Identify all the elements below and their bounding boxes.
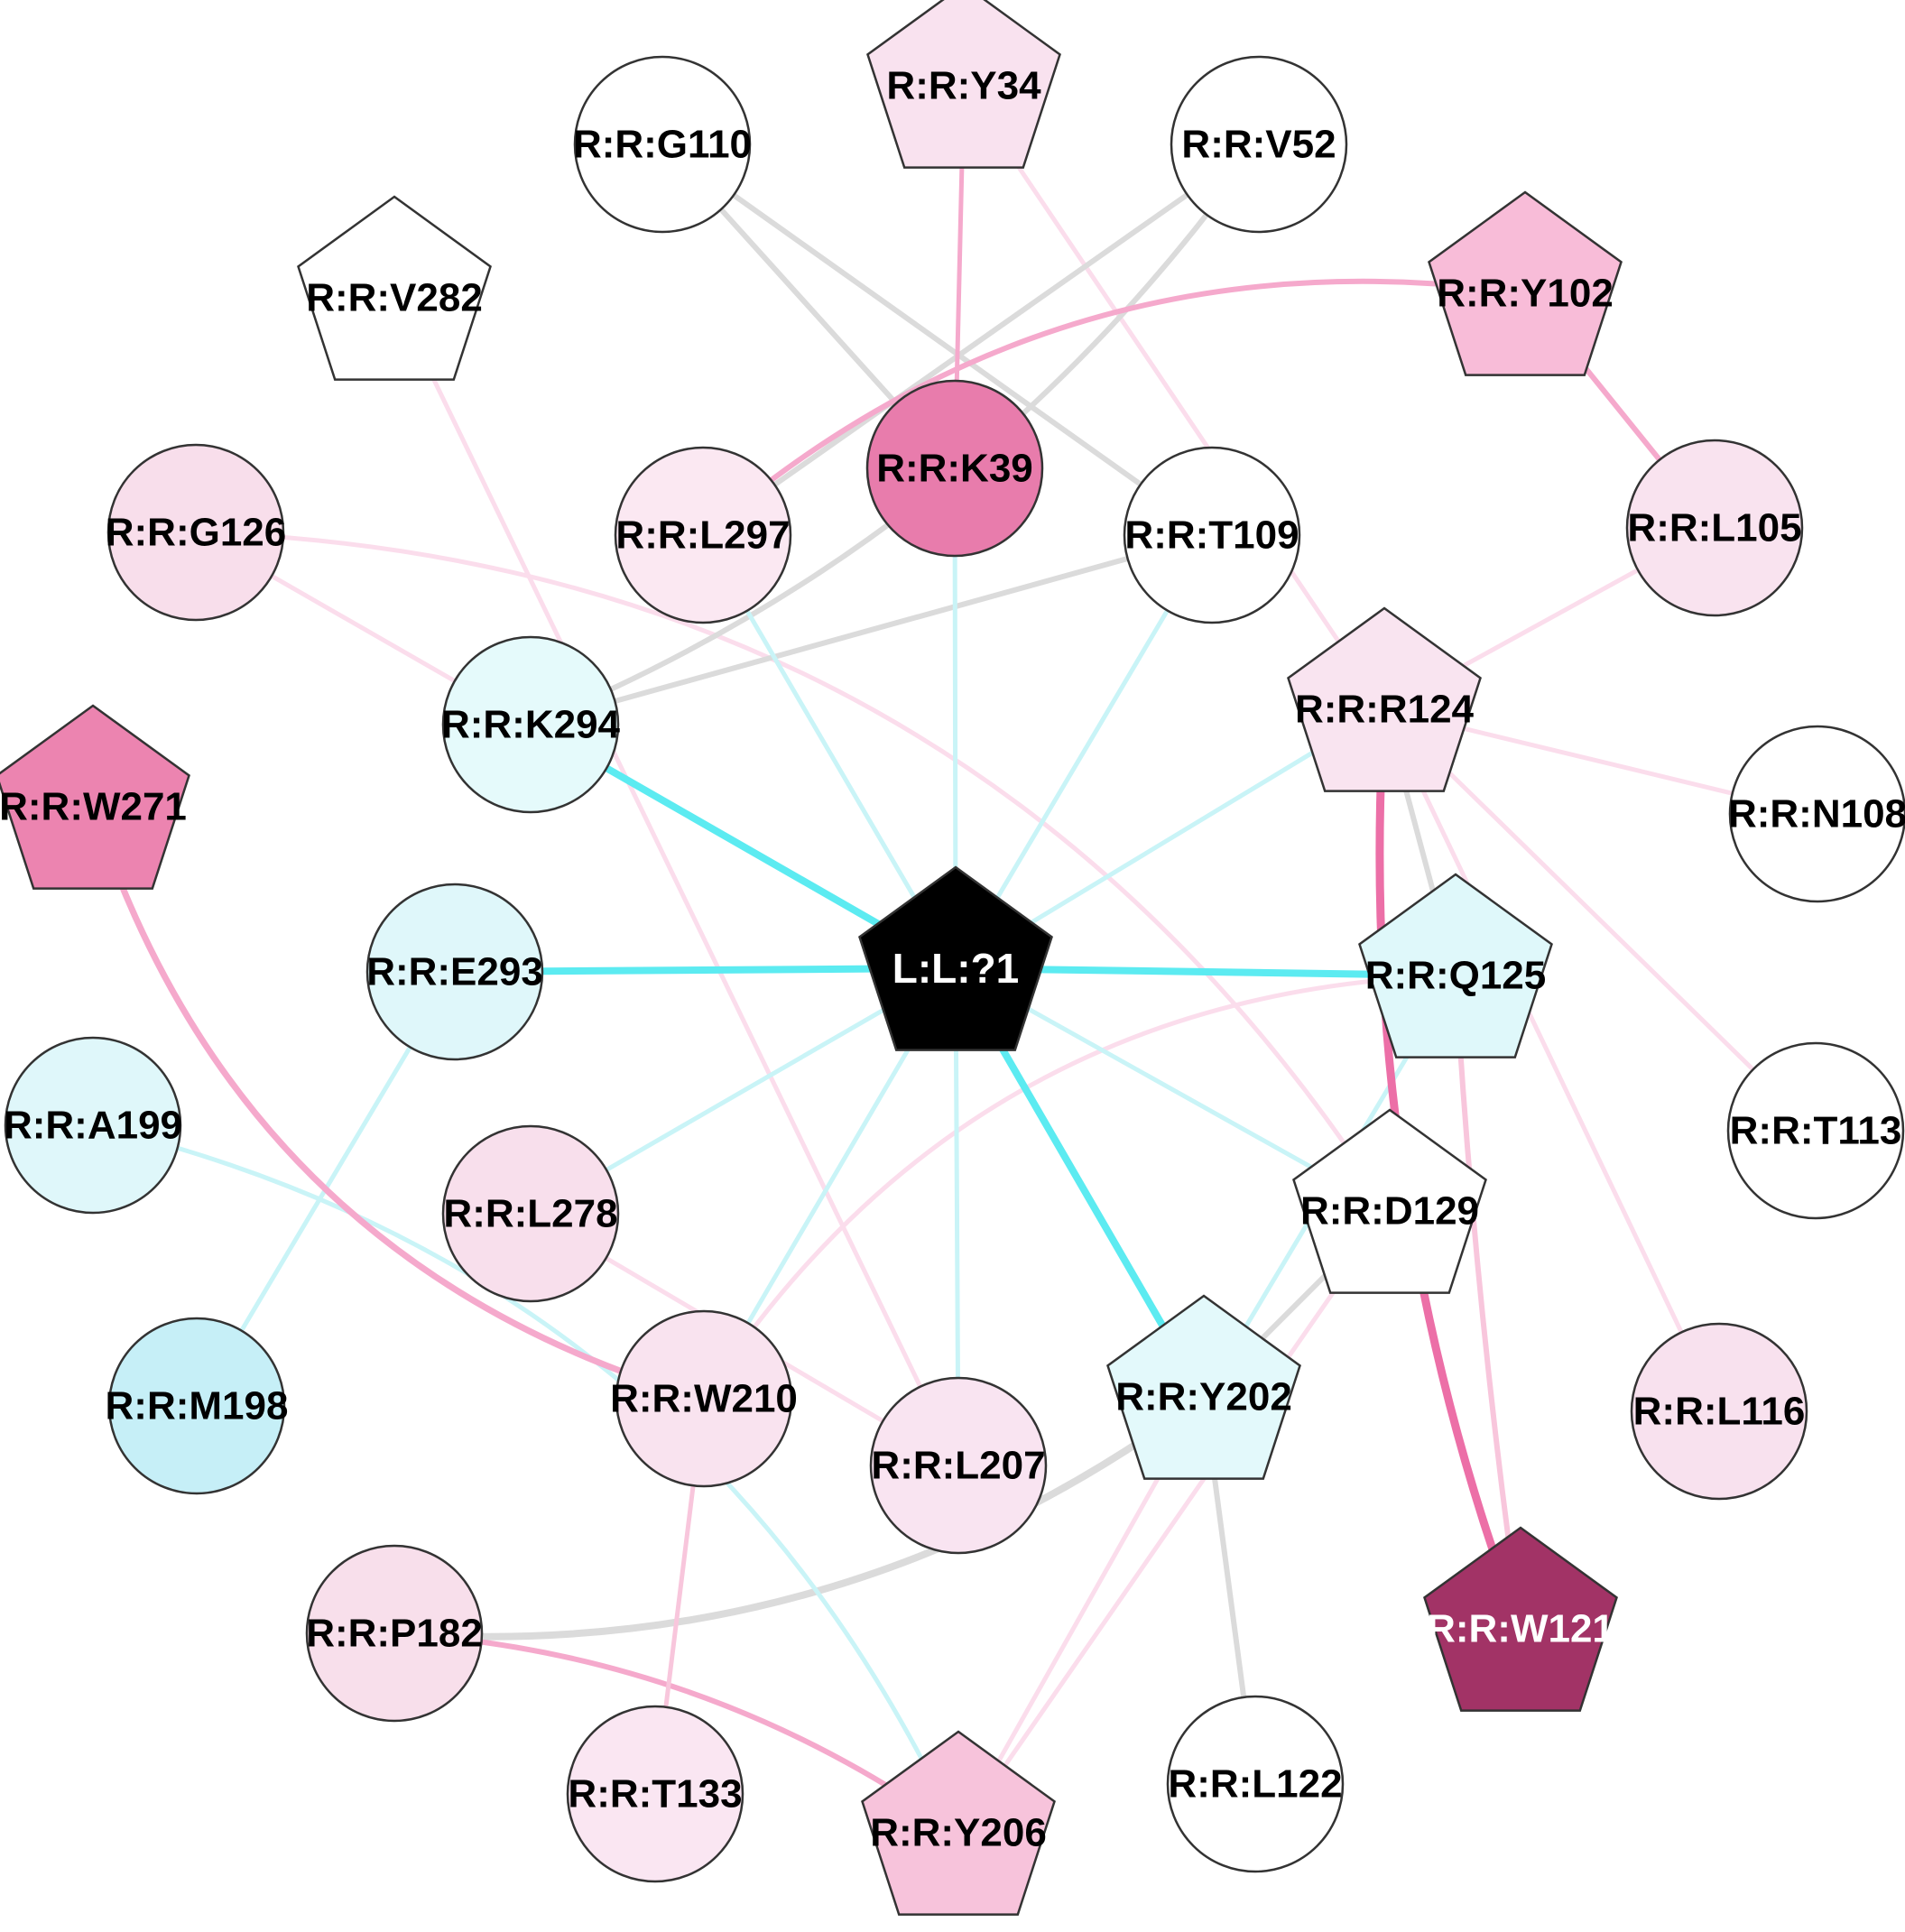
edge-g126-d129[interactable] — [193, 530, 1392, 1214]
node-l116[interactable]: R:R:L116 — [1630, 1322, 1808, 1501]
pentagon-shape-q125[interactable] — [1358, 873, 1553, 1058]
edge-r124-l116[interactable] — [1382, 707, 1722, 1414]
circle-shape-l105[interactable] — [1625, 439, 1804, 617]
circle-shape-k294[interactable] — [441, 635, 620, 814]
node-w121[interactable]: R:R:W121 — [1423, 1526, 1618, 1712]
edge-a199-y206[interactable] — [90, 1123, 961, 1835]
pentagon-shape-y34[interactable] — [866, 0, 1061, 169]
pentagon-shape-d129[interactable] — [1292, 1108, 1487, 1294]
node-l207[interactable]: R:R:L207 — [869, 1376, 1048, 1555]
node-l122[interactable]: R:R:L122 — [1166, 1695, 1345, 1873]
edge-v52-l297[interactable] — [700, 142, 1262, 538]
edge-g110-t109[interactable] — [660, 142, 1215, 538]
node-d129[interactable]: R:R:D129 — [1292, 1108, 1487, 1294]
edge-y102-l297[interactable] — [700, 278, 1528, 538]
circle-shape-k39[interactable] — [865, 379, 1044, 558]
pentagon-shape-w121[interactable] — [1423, 1526, 1618, 1712]
node-l1[interactable]: L:L:?1 — [858, 865, 1053, 1051]
circle-shape-e293[interactable] — [365, 883, 544, 1061]
edge-v282-l207[interactable] — [392, 295, 961, 1468]
node-t109[interactable]: R:R:T109 — [1123, 446, 1301, 624]
node-t113[interactable]: R:R:T113 — [1726, 1041, 1905, 1220]
node-l278[interactable]: R:R:L278 — [441, 1124, 620, 1303]
circle-shape-m198[interactable] — [107, 1317, 286, 1495]
node-y206[interactable]: R:R:Y206 — [861, 1730, 1056, 1916]
node-g126[interactable]: R:R:G126 — [106, 443, 287, 622]
node-y34[interactable]: R:R:Y34 — [866, 0, 1061, 169]
node-m198[interactable]: R:R:M198 — [106, 1317, 289, 1495]
edge-d129-y206[interactable] — [956, 1208, 1392, 1835]
circle-shape-l116[interactable] — [1630, 1322, 1808, 1501]
node-n108[interactable]: R:R:N108 — [1728, 725, 1905, 903]
circle-shape-a199[interactable] — [4, 1036, 182, 1215]
node-g110[interactable]: R:R:G110 — [573, 55, 752, 234]
node-k39[interactable]: R:R:K39 — [865, 379, 1044, 558]
pentagon-shape-r124[interactable] — [1287, 606, 1482, 792]
circle-shape-t109[interactable] — [1123, 446, 1301, 624]
node-p182[interactable]: R:R:P182 — [305, 1544, 484, 1723]
node-y202[interactable]: R:R:Y202 — [1106, 1294, 1301, 1480]
circle-shape-l278[interactable] — [441, 1124, 620, 1303]
node-l105[interactable]: R:R:L105 — [1625, 439, 1804, 617]
node-y102[interactable]: R:R:Y102 — [1428, 190, 1623, 376]
node-a199[interactable]: R:R:A199 — [4, 1036, 182, 1215]
circle-shape-g126[interactable] — [106, 443, 285, 622]
node-q125[interactable]: R:R:Q125 — [1358, 873, 1553, 1058]
circle-shape-l122[interactable] — [1166, 1695, 1345, 1873]
circle-shape-t133[interactable] — [566, 1705, 744, 1883]
edge-t109-k294[interactable] — [528, 532, 1215, 727]
node-w271[interactable]: R:R:W271 — [0, 704, 190, 890]
node-v52[interactable]: R:R:V52 — [1170, 55, 1348, 234]
circle-shape-v52[interactable] — [1170, 55, 1348, 234]
circle-shape-l297[interactable] — [614, 446, 792, 624]
pentagon-shape-w271[interactable] — [0, 704, 190, 890]
pentagon-shape-y102[interactable] — [1428, 190, 1623, 376]
node-t133[interactable]: R:R:T133 — [566, 1705, 744, 1883]
pentagon-shape-y206[interactable] — [861, 1730, 1056, 1916]
circle-shape-g110[interactable] — [573, 55, 752, 234]
circle-shape-t113[interactable] — [1726, 1041, 1905, 1220]
node-v282[interactable]: R:R:V282 — [297, 195, 492, 381]
circle-shape-p182[interactable] — [305, 1544, 484, 1723]
edge-w271-w210[interactable] — [89, 803, 707, 1402]
pentagon-shape-l1[interactable] — [858, 865, 1053, 1051]
node-w210[interactable]: R:R:W210 — [610, 1309, 798, 1488]
node-k294[interactable]: R:R:K294 — [441, 635, 621, 814]
pentagon-shape-y202[interactable] — [1106, 1294, 1301, 1480]
node-e293[interactable]: R:R:E293 — [365, 883, 544, 1061]
edge-p182-y202[interactable] — [391, 1393, 1207, 1641]
circle-shape-l207[interactable] — [869, 1376, 1048, 1555]
pentagon-shape-v282[interactable] — [297, 195, 492, 381]
node-r124[interactable]: R:R:R124 — [1287, 606, 1482, 792]
edge-r124-t113[interactable] — [1382, 707, 1818, 1133]
circle-shape-n108[interactable] — [1728, 725, 1905, 903]
node-l297[interactable]: R:R:L297 — [614, 446, 792, 624]
circle-shape-w210[interactable] — [615, 1309, 793, 1488]
edge-y34-r124[interactable] — [961, 83, 1387, 712]
